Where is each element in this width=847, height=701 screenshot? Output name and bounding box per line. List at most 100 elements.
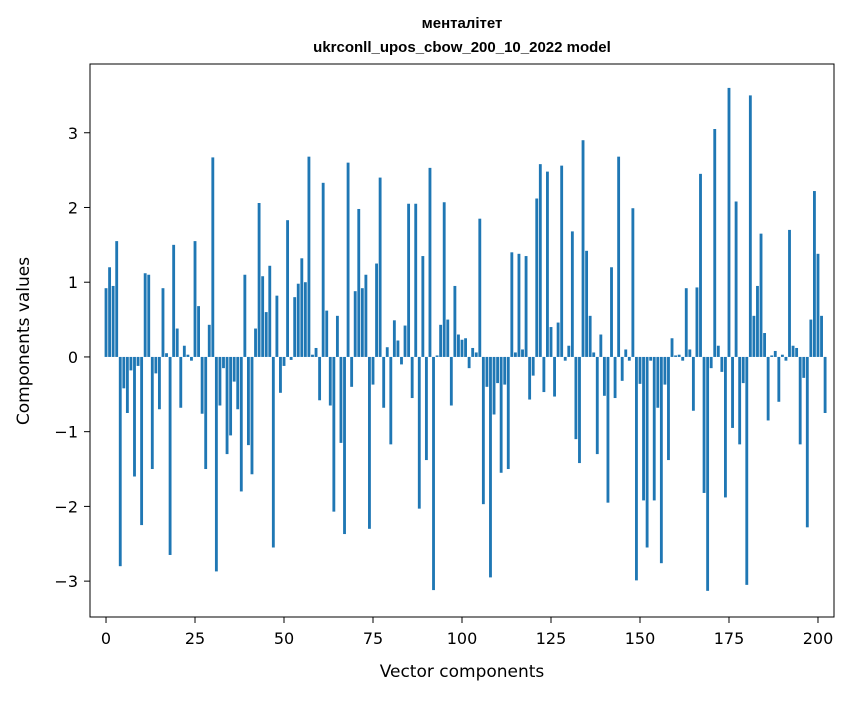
bar <box>392 320 396 357</box>
bar <box>788 229 791 357</box>
bar <box>303 282 307 357</box>
bar <box>403 325 407 357</box>
bar <box>368 356 371 529</box>
bar <box>816 253 820 357</box>
bar <box>236 356 240 410</box>
bar <box>197 306 200 357</box>
bar <box>574 356 578 440</box>
bar <box>154 356 158 374</box>
bar <box>549 327 553 357</box>
bar <box>592 352 596 357</box>
x-axis: 0 25 50 75 100 125 150 175 200 <box>101 617 833 648</box>
bar <box>439 324 443 357</box>
bar <box>346 162 350 357</box>
bar <box>627 356 631 361</box>
bar <box>478 218 482 357</box>
bar <box>670 338 674 357</box>
bar <box>133 356 136 477</box>
bar <box>588 315 592 357</box>
bar <box>264 312 268 357</box>
bar <box>389 356 393 445</box>
bar <box>752 315 756 357</box>
bar <box>353 291 357 357</box>
bar <box>556 322 560 357</box>
bar <box>677 354 681 357</box>
y-axis: −3 −2 −1 0 1 2 3 <box>54 124 90 591</box>
bar <box>118 356 122 567</box>
bar <box>435 355 439 357</box>
bar <box>300 258 304 357</box>
x-tick-label: 50 <box>274 629 294 648</box>
bar <box>360 288 364 357</box>
plot-frame <box>89 63 835 618</box>
bar <box>546 171 549 357</box>
bar <box>172 244 176 357</box>
bar <box>513 352 517 357</box>
bar <box>371 356 375 385</box>
bar <box>296 283 300 357</box>
bar <box>691 356 695 411</box>
bar <box>791 345 795 357</box>
y-tick-label: −2 <box>54 497 78 516</box>
bar <box>734 201 738 357</box>
x-axis-label: Vector components <box>380 662 545 682</box>
bar <box>595 356 599 455</box>
bar <box>706 356 710 591</box>
x-tick-label: 125 <box>536 629 567 648</box>
bar <box>125 356 129 413</box>
bar <box>481 356 485 505</box>
y-tick-label: −3 <box>54 572 78 591</box>
bar <box>332 356 336 512</box>
bar <box>763 333 767 357</box>
x-tick-label: 25 <box>185 629 205 648</box>
bar <box>261 276 265 357</box>
bar <box>805 356 809 528</box>
bar <box>645 356 649 548</box>
bar <box>222 356 225 369</box>
y-tick-label: 1 <box>68 273 78 292</box>
bar <box>659 356 663 564</box>
bar <box>585 250 589 357</box>
bar <box>328 356 332 406</box>
bar <box>129 356 133 371</box>
bar <box>282 356 286 366</box>
x-tick-label: 200 <box>803 629 834 648</box>
bar <box>193 241 197 357</box>
bar <box>802 356 806 378</box>
bar <box>321 182 325 357</box>
bar <box>798 356 802 445</box>
bar <box>610 267 613 357</box>
bar <box>748 95 752 357</box>
bar <box>446 319 450 357</box>
bar <box>442 202 446 357</box>
bar <box>613 356 617 399</box>
bar <box>268 265 272 357</box>
bar <box>638 356 642 384</box>
bar <box>175 328 179 357</box>
bar <box>200 356 204 414</box>
bar <box>599 334 603 357</box>
bar <box>635 356 638 581</box>
bar <box>570 231 574 357</box>
bar <box>702 356 706 493</box>
bar <box>250 356 254 475</box>
bar <box>709 356 713 369</box>
bar <box>563 356 567 361</box>
bar <box>147 274 151 357</box>
bar <box>111 285 115 357</box>
bar <box>567 345 571 357</box>
bar <box>773 350 777 357</box>
bar <box>254 328 257 357</box>
bar <box>528 356 532 400</box>
bar <box>318 356 322 401</box>
bar <box>777 356 781 402</box>
bar <box>182 345 186 357</box>
bar <box>275 295 279 357</box>
bar <box>496 356 500 384</box>
y-tick-label: 3 <box>68 124 78 143</box>
bar <box>756 285 759 357</box>
bar <box>602 356 606 396</box>
bar <box>225 356 229 455</box>
bar <box>140 356 144 526</box>
bar <box>780 354 784 357</box>
